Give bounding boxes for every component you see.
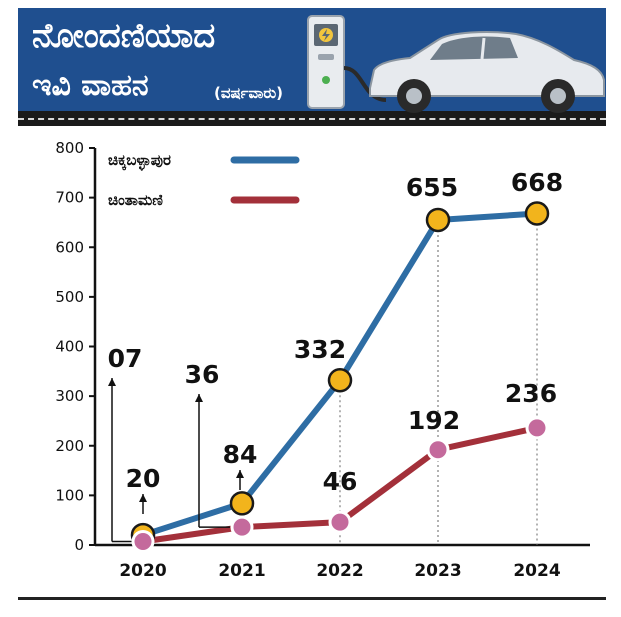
y-tick-label-400: 400 <box>55 338 84 356</box>
data-labels: 20 84 332 655 668 07 36 46 192 236 <box>108 168 563 496</box>
marker-s1-2020 <box>131 530 155 554</box>
data-label-s0-2020: 20 <box>126 464 161 493</box>
banner-illustration <box>307 15 605 113</box>
data-label-s0-2023: 655 <box>406 173 458 202</box>
x-tick-label-2023: 2023 <box>414 561 461 581</box>
marker-s0-2023 <box>425 207 451 233</box>
car-icon <box>369 31 605 113</box>
header-banner: ನೋಂದಣಿಯಾದ ಇವಿ ವಾಹನ (ವರ್ಷವಾರು) <box>18 8 606 126</box>
marker-s1-2021 <box>230 515 254 539</box>
y-tick-label-200: 200 <box>55 437 84 455</box>
data-label-s1-2021: 36 <box>185 360 220 389</box>
leader-2020-arrow-head <box>108 378 116 386</box>
y-tick-label-0: 0 <box>74 536 84 554</box>
y-tick-label-500: 500 <box>55 288 84 306</box>
marker-s1-2023 <box>426 438 450 462</box>
y-tick-label-600: 600 <box>55 238 84 256</box>
data-label-s1-2023: 192 <box>408 406 460 435</box>
legend-label-1: ಚಿಂತಾಮಣಿ <box>108 191 163 209</box>
data-label-s1-2024: 236 <box>505 379 557 408</box>
banner-title-line2: ಇವಿ ವಾಹನ <box>32 68 149 103</box>
legend-label-0: ಚಿಕ್ಕಬಳ್ಳಾಪುರ <box>108 151 171 172</box>
leader-2021-arrow-head <box>195 394 203 402</box>
marker-s0-2024 <box>524 201 550 226</box>
road-markings <box>18 118 606 120</box>
data-label-s1-2020: 07 <box>108 344 143 373</box>
data-label-s0-2021: 84 <box>223 440 258 469</box>
x-tick-label-2020: 2020 <box>119 561 166 581</box>
banner-title-line1: ನೋಂದಣಿಯಾದ <box>32 16 216 56</box>
pointer-2020-arrow-head <box>139 494 147 502</box>
y-tick-label-800: 800 <box>55 139 84 157</box>
y-tick-label-300: 300 <box>55 387 84 405</box>
data-label-s0-2022: 332 <box>294 335 346 364</box>
banner-subtitle: (ವರ್ಷವಾರು) <box>214 84 283 102</box>
ev-charger-icon <box>307 15 387 109</box>
guide-lines <box>339 213 538 545</box>
legend: ಚಿಕ್ಕಬಳ್ಳಾಪುರ ಚಿಂತಾಮಣಿ <box>108 151 300 209</box>
y-tick-label-700: 700 <box>55 189 84 207</box>
x-tick-label-2024: 2024 <box>513 561 560 581</box>
y-tick-label-100: 100 <box>55 486 84 504</box>
x-tick-label-2022: 2022 <box>316 561 363 581</box>
data-label-s0-2024: 668 <box>511 168 563 197</box>
data-label-s1-2022: 46 <box>323 467 358 496</box>
bottom-rule <box>18 597 606 600</box>
x-tick-label-2021: 2021 <box>218 561 265 581</box>
label-arrows <box>108 378 244 543</box>
pointer-2021-arrow-head <box>236 470 244 478</box>
marker-s1-2022 <box>328 510 352 534</box>
series-markers <box>130 201 550 554</box>
marker-s0-2021 <box>229 491 255 516</box>
marker-s1-2024 <box>525 416 549 440</box>
marker-s0-2022 <box>327 367 353 393</box>
